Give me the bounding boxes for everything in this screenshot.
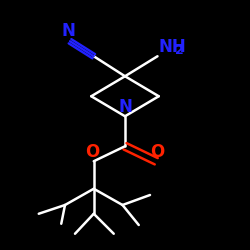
Text: O: O — [86, 143, 100, 161]
Text: NH: NH — [159, 38, 186, 56]
Text: O: O — [150, 143, 164, 161]
Text: N: N — [62, 22, 76, 40]
Text: 2: 2 — [174, 44, 183, 58]
Text: N: N — [118, 98, 132, 116]
